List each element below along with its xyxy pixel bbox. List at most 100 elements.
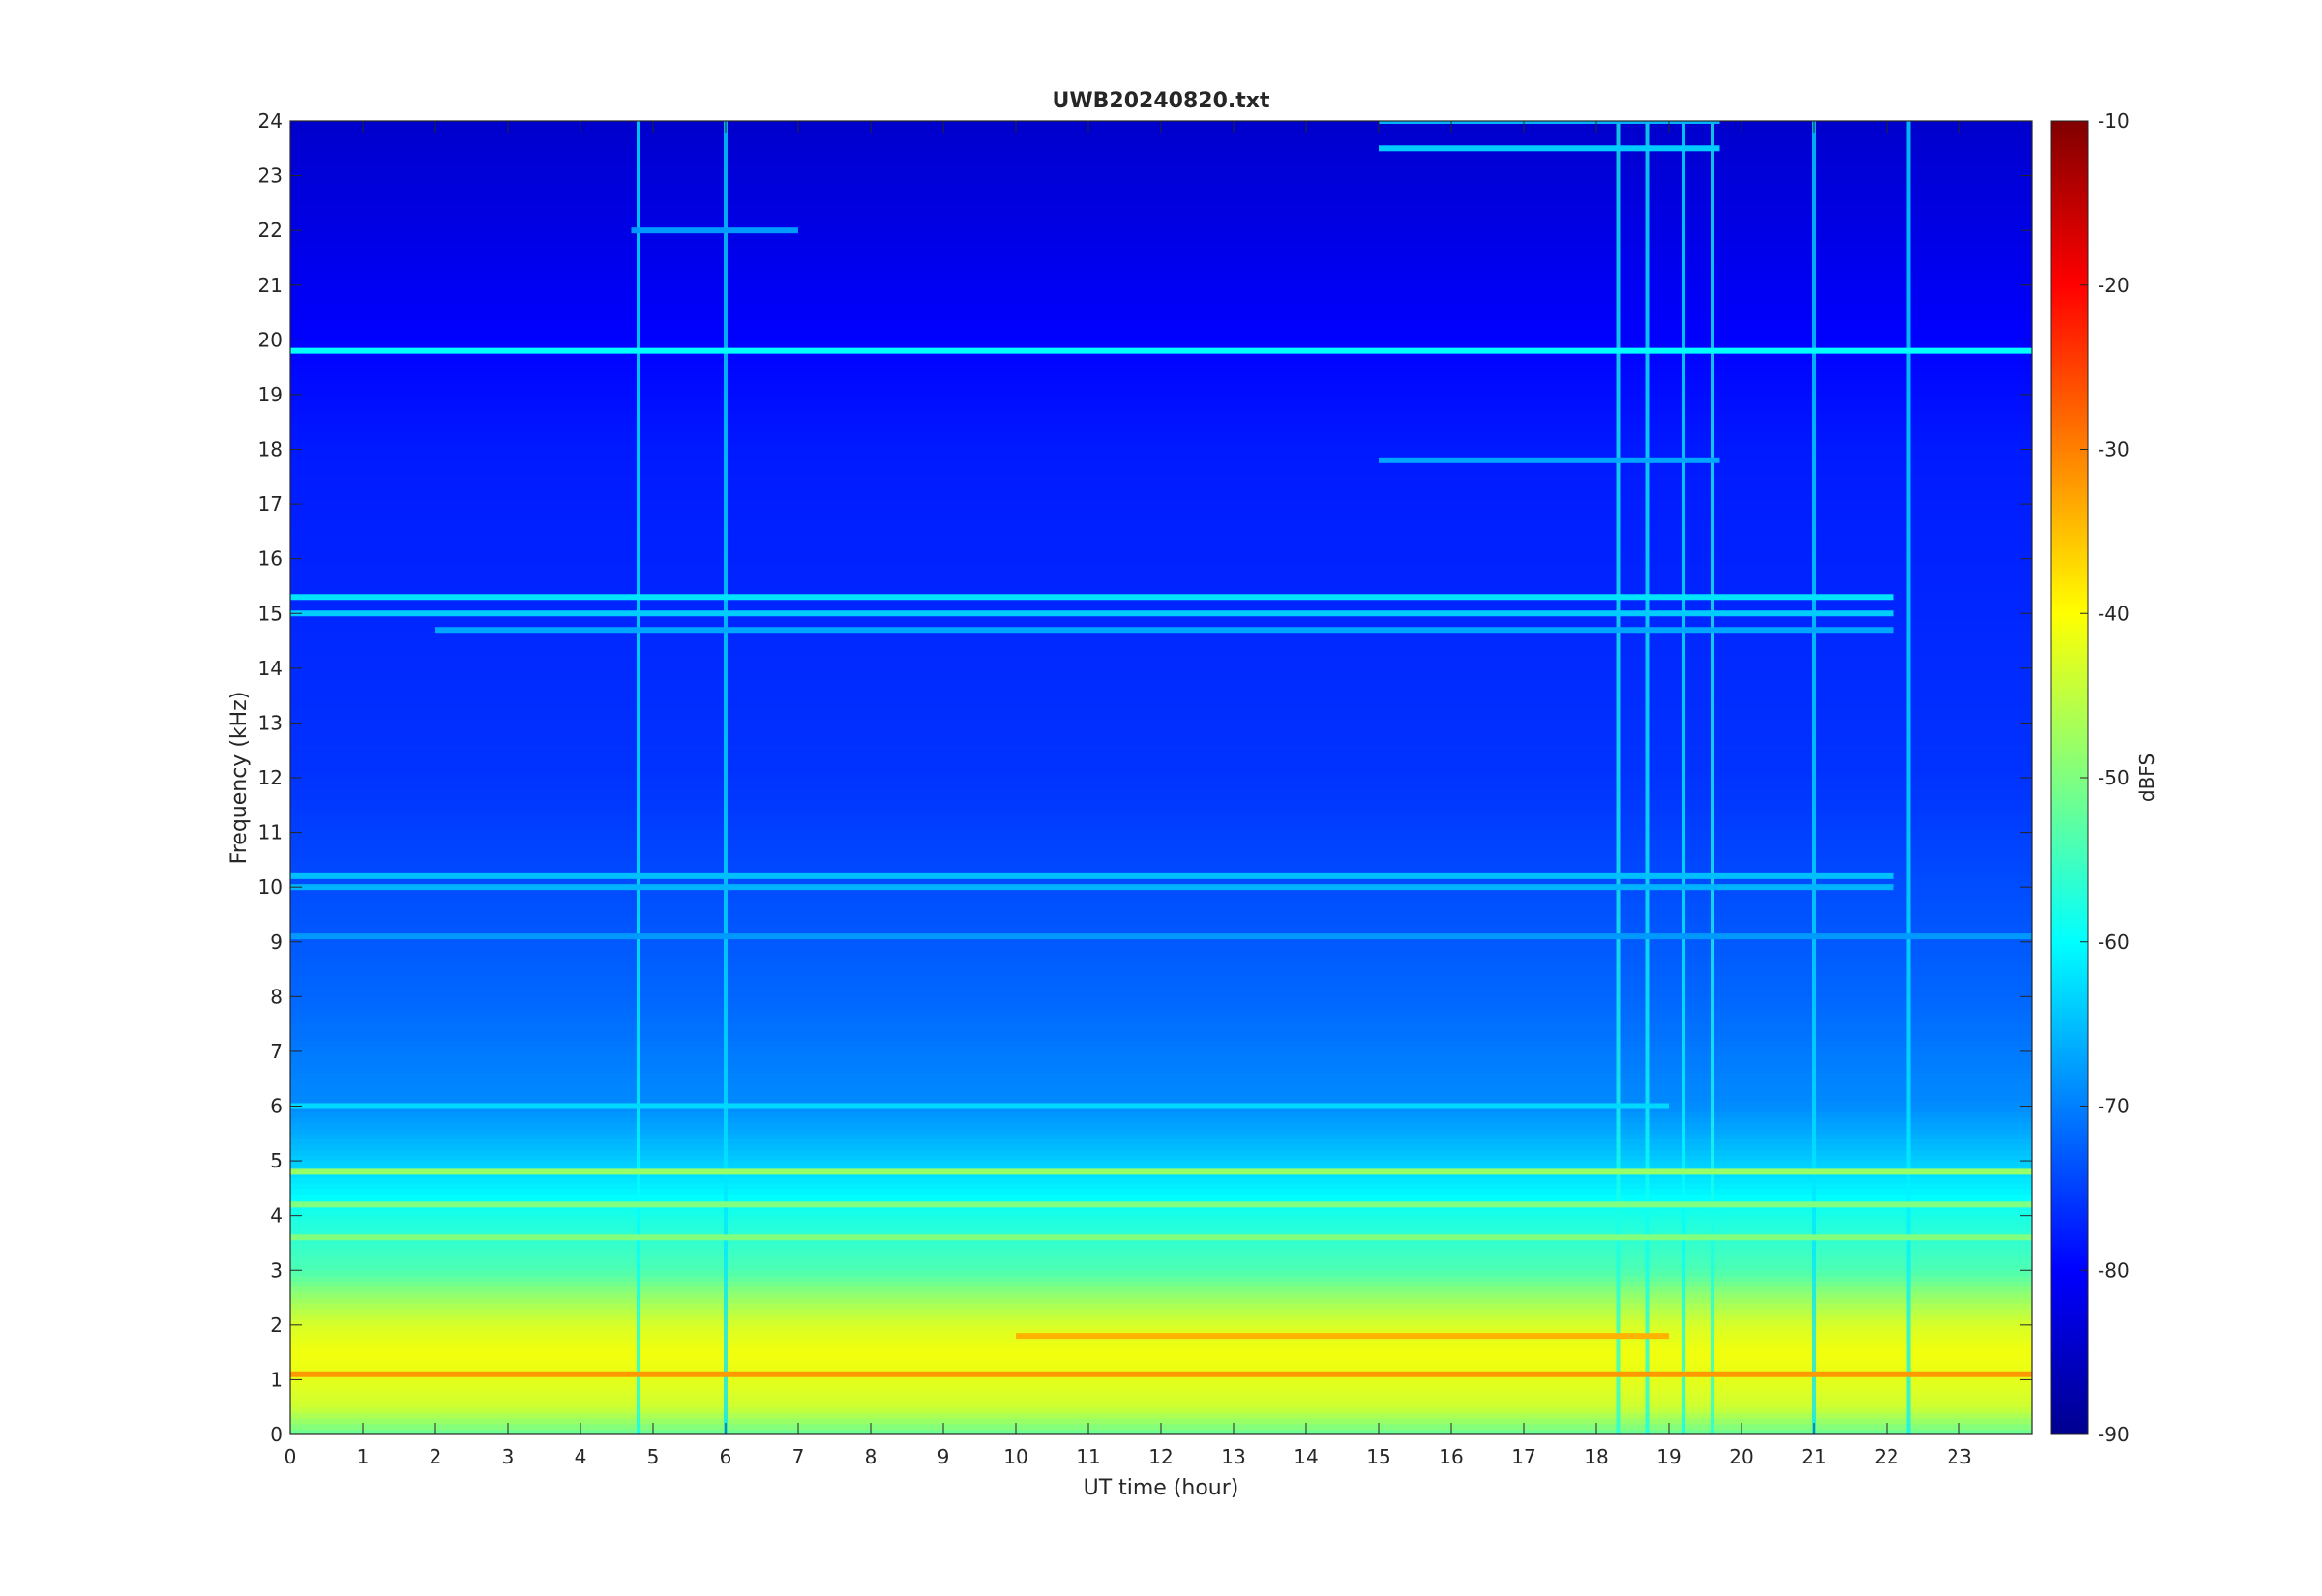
- frequency-band: [290, 1095, 2032, 1102]
- colorbar-ticks: -90 -80 -70 -60 -50 -40 -30 -20 -10: [2080, 109, 2129, 1446]
- y-tick-label: 12: [258, 766, 283, 789]
- frequency-band: [290, 986, 2032, 992]
- frequency-band: [290, 192, 2032, 198]
- frequency-band: [290, 350, 2032, 357]
- frequency-band: [290, 728, 2032, 735]
- frequency-band: [290, 307, 2032, 313]
- y-tick-label: 17: [258, 492, 283, 516]
- frequency-band: [290, 865, 2032, 872]
- frequency-band: [290, 356, 2032, 363]
- frequency-band: [290, 394, 2032, 401]
- y-tick-label: 21: [258, 274, 283, 297]
- frequency-band: [290, 1204, 2032, 1211]
- frequency-band: [290, 1412, 2032, 1419]
- x-tick-label: 20: [1729, 1445, 1753, 1468]
- x-tick-label: 0: [284, 1445, 297, 1468]
- frequency-band: [290, 1182, 2032, 1189]
- frequency-band: [290, 296, 2032, 303]
- frequency-band: [290, 471, 2032, 478]
- colorbar-tick-label: -30: [2098, 438, 2129, 461]
- frequency-band: [290, 1050, 2032, 1058]
- frequency-band: [290, 1089, 2032, 1096]
- colorbar-tick-label: -50: [2098, 766, 2129, 789]
- frequency-band: [290, 761, 2032, 768]
- frequency-band: [290, 1297, 2032, 1304]
- frequency-band: [290, 700, 2032, 708]
- y-tick-label: 9: [270, 931, 283, 954]
- frequency-band: [290, 602, 2032, 609]
- frequency-band: [290, 1056, 2032, 1063]
- x-tick-label: 23: [1947, 1445, 1971, 1468]
- frequency-band: [290, 663, 2032, 669]
- x-axis-ticks: 0 1 2 3 4 5 6 7 8 9 10 11 12 13 14 15 16 17 18 19 20 21 22 23: [284, 121, 1972, 1468]
- frequency-band: [290, 159, 2032, 165]
- plot-area: [290, 121, 2032, 1434]
- horizontal-line: [1379, 457, 1720, 463]
- frequency-band: [290, 142, 2032, 149]
- frequency-band: [290, 1314, 2032, 1320]
- frequency-band: [290, 778, 2032, 784]
- frequency-band: [290, 1046, 2032, 1052]
- frequency-band: [290, 1336, 2032, 1343]
- y-tick-label: 19: [258, 383, 283, 406]
- x-tick-label: 12: [1148, 1445, 1173, 1468]
- x-tick-label: 19: [1656, 1445, 1681, 1468]
- horizontal-line: [631, 227, 798, 234]
- frequency-band: [290, 476, 2032, 484]
- y-axis-label: Frequency (kHz): [227, 692, 252, 865]
- frequency-band: [290, 1144, 2032, 1151]
- x-tick-label: 14: [1294, 1445, 1318, 1468]
- horizontal-line: [290, 933, 2032, 940]
- frequency-band: [290, 148, 2032, 155]
- y-tick-label: 6: [270, 1095, 283, 1118]
- frequency-band: [290, 875, 2032, 883]
- y-tick-label: 3: [270, 1258, 283, 1282]
- x-tick-label: 18: [1584, 1445, 1608, 1468]
- colorbar-tick-label: -20: [2098, 274, 2129, 297]
- frequency-band: [290, 1324, 2032, 1332]
- horizontal-line: [290, 1168, 2032, 1175]
- frequency-band: [290, 1237, 2032, 1244]
- frequency-band: [290, 1029, 2032, 1036]
- y-tick-label: 18: [258, 438, 283, 461]
- frequency-band: [290, 432, 2032, 439]
- frequency-band: [290, 488, 2032, 494]
- frequency-band: [290, 1258, 2032, 1266]
- frequency-band: [290, 788, 2032, 795]
- frequency-band: [290, 640, 2032, 647]
- frequency-band: [290, 268, 2032, 276]
- frequency-band: [290, 1177, 2032, 1184]
- frequency-band: [290, 805, 2032, 812]
- frequency-band: [290, 1040, 2032, 1047]
- frequency-band: [290, 667, 2032, 675]
- frequency-band: [290, 1363, 2032, 1370]
- frequency-band: [290, 334, 2032, 340]
- frequency-band: [290, 312, 2032, 319]
- frequency-band: [290, 684, 2032, 692]
- y-tick-label: 5: [270, 1149, 283, 1172]
- horizontal-line: [1016, 1333, 1669, 1340]
- frequency-band: [290, 799, 2032, 806]
- frequency-band: [290, 186, 2032, 193]
- frequency-band: [290, 706, 2032, 713]
- x-tick-label: 22: [1874, 1445, 1898, 1468]
- frequency-band: [290, 936, 2032, 943]
- frequency-band: [290, 717, 2032, 724]
- frequency-band: [290, 290, 2032, 297]
- frequency-band: [290, 1215, 2032, 1222]
- colorbar-tick-label: -40: [2098, 602, 2129, 625]
- frequency-band: [290, 1034, 2032, 1042]
- frequency-band: [290, 980, 2032, 987]
- frequency-band: [290, 1155, 2032, 1162]
- frequency-band: [290, 416, 2032, 423]
- frequency-band: [290, 914, 2032, 921]
- y-tick-label: 0: [270, 1423, 283, 1446]
- frequency-band: [290, 1385, 2032, 1392]
- frequency-band: [290, 1308, 2032, 1315]
- colorbar-tick-label: -80: [2098, 1258, 2129, 1282]
- frequency-band: [290, 1264, 2032, 1271]
- frequency-band: [290, 317, 2032, 324]
- y-tick-label: 7: [270, 1040, 283, 1063]
- x-axis-label: UT time (hour): [1084, 1476, 1239, 1500]
